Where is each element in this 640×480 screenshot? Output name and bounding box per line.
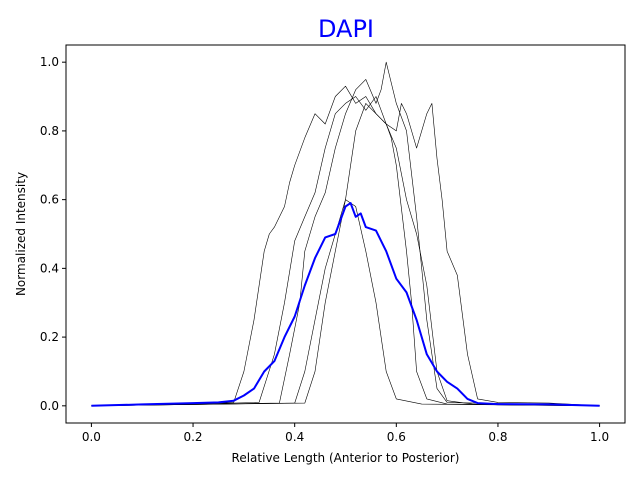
y-tick-label: 0.2 <box>40 330 59 344</box>
mean-series-line <box>91 202 600 407</box>
x-tick-label: 0.6 <box>387 430 406 444</box>
chart-title: DAPI <box>318 15 374 43</box>
y-tick-label: 1.0 <box>40 55 59 69</box>
sample-series-line-5 <box>91 199 600 407</box>
sample-series-line-4 <box>91 103 600 407</box>
plot-lines <box>91 61 600 407</box>
x-tick-label: 0.8 <box>488 430 507 444</box>
sample-series-line-2 <box>91 96 600 407</box>
y-tick-label: 0.6 <box>40 193 59 207</box>
y-tick-label: 0.8 <box>40 124 59 138</box>
x-tick-label: 0.0 <box>82 430 101 444</box>
y-axis: 0.0 0.2 0.4 0.6 0.8 1.0 <box>40 55 66 413</box>
y-tick-label: 0.0 <box>40 399 59 413</box>
plot-frame <box>65 44 626 424</box>
x-axis-label: Relative Length (Anterior to Posterior) <box>232 451 460 465</box>
y-axis-label: Normalized Intensity <box>14 172 28 296</box>
sample-series-line-3 <box>91 61 600 407</box>
x-tick-label: 1.0 <box>590 430 609 444</box>
x-tick-label: 0.4 <box>285 430 304 444</box>
x-axis: 0.0 0.2 0.4 0.6 0.8 1.0 <box>82 423 609 444</box>
sample-series-line-1 <box>91 85 600 407</box>
y-tick-label: 0.4 <box>40 261 59 275</box>
x-tick-label: 0.2 <box>183 430 202 444</box>
